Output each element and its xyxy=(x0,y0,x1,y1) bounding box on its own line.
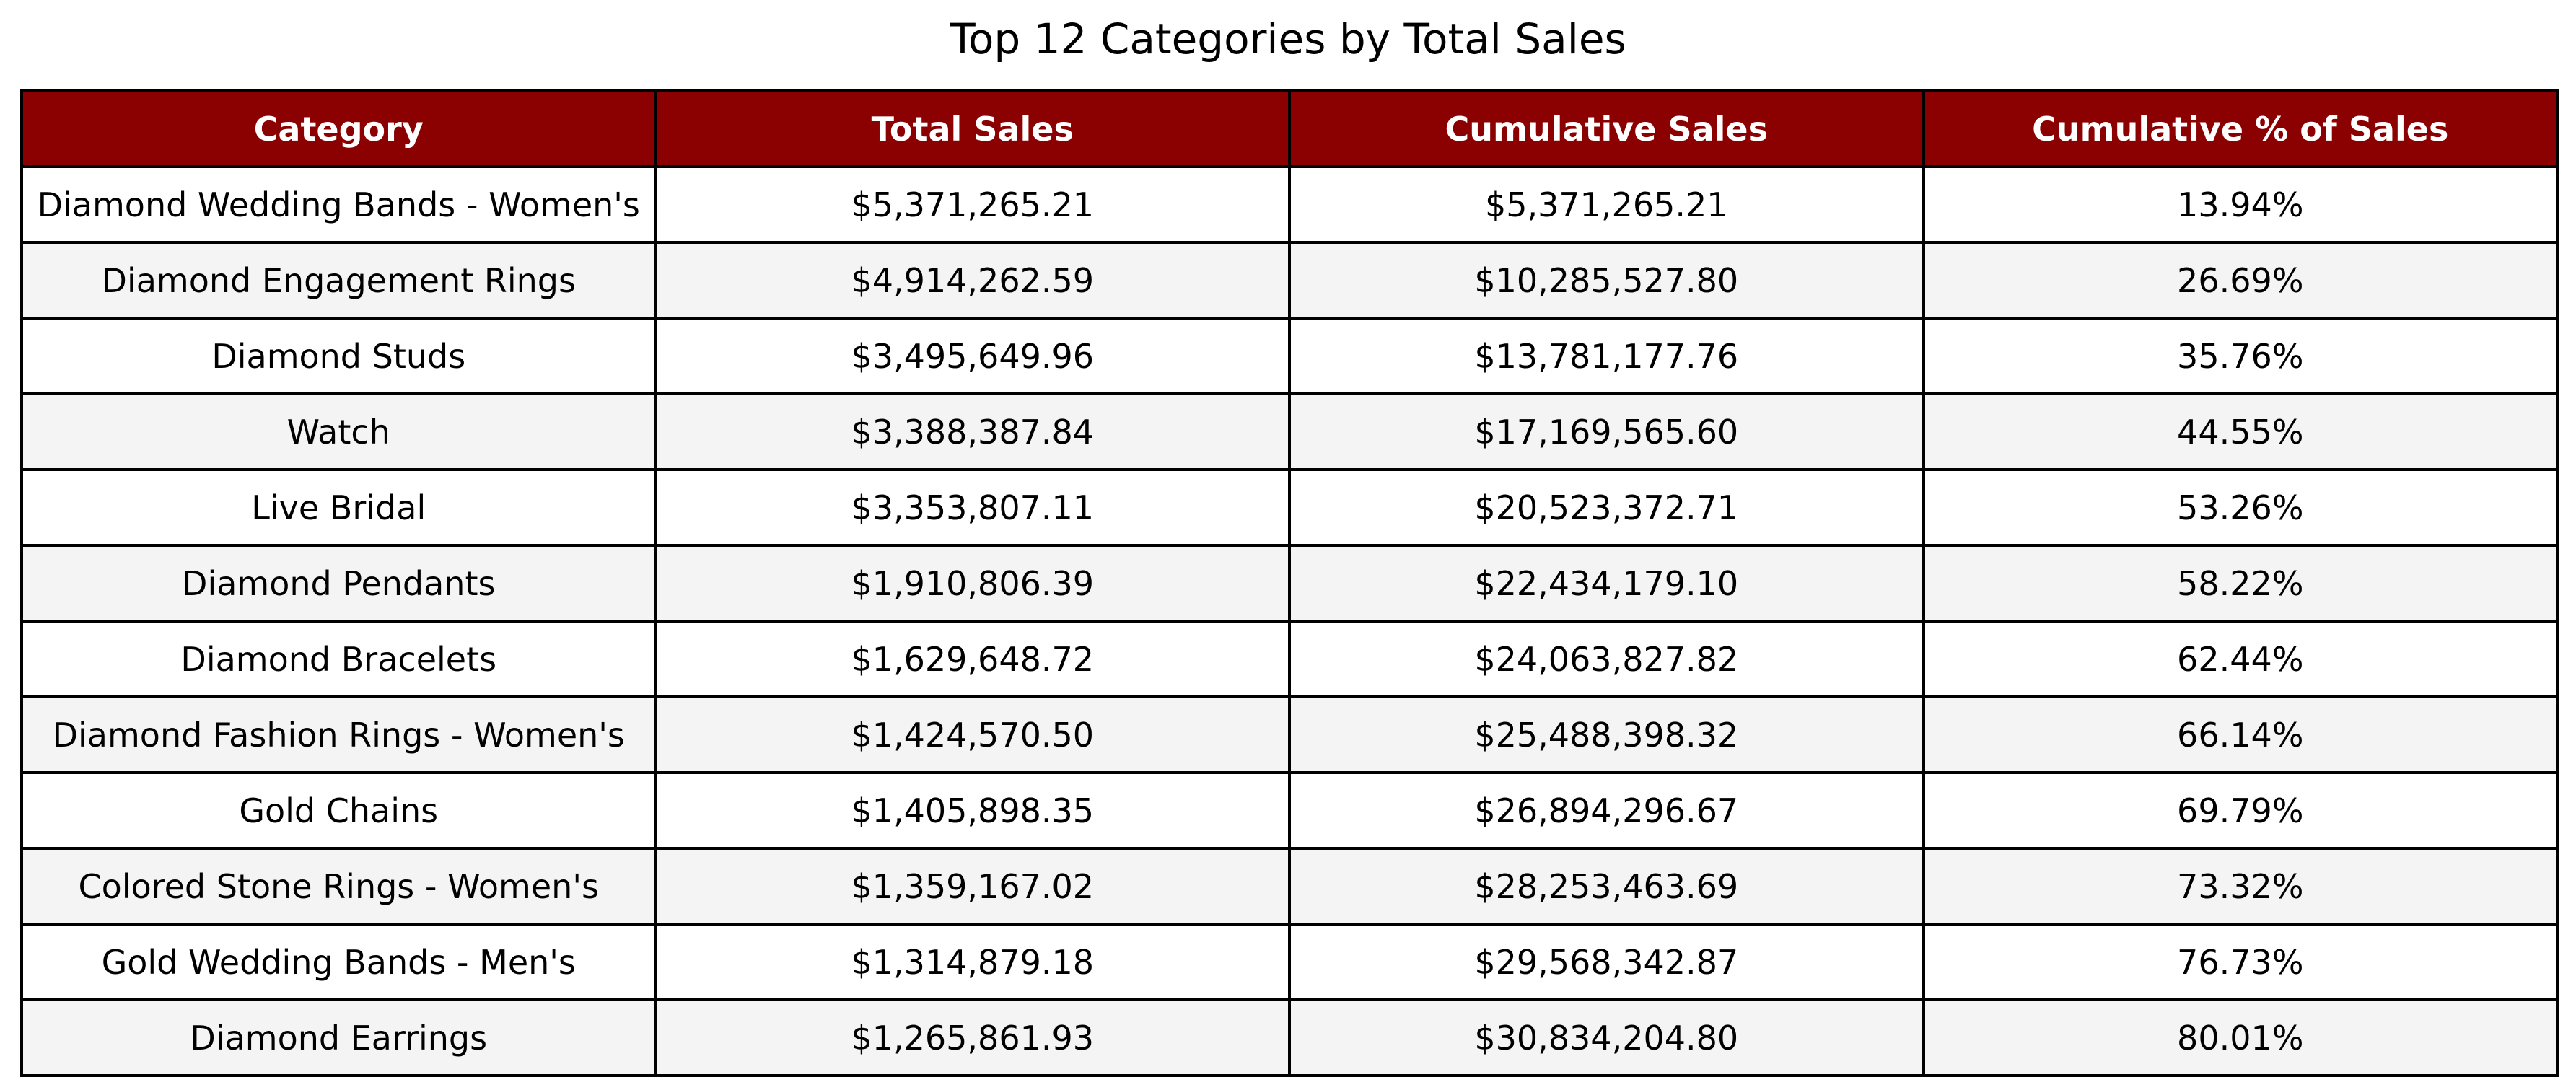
table-row: Diamond Pendants $1,910,806.39 $22,434,179… xyxy=(20,544,2559,623)
cumulative-percent-cell: 35.76% xyxy=(1922,317,2559,395)
table-row: Diamond Studs $3,495,649.96 $13,781,177.76… xyxy=(20,317,2559,395)
total-sales-cell: $1,265,861.93 xyxy=(654,998,1291,1077)
table-row: Gold Wedding Bands - Men's $1,314,879.18 $… xyxy=(20,923,2559,1001)
table-title: Top 12 Categories by Total Sales xyxy=(950,14,1626,63)
category-cell: Colored Stone Rings - Women's xyxy=(20,847,657,926)
table-row: Diamond Wedding Bands - Women's $5,371,26… xyxy=(20,165,2559,244)
table-row: Diamond Earrings $1,265,861.93 $30,834,204… xyxy=(20,998,2559,1077)
cumulative-sales-cell: $30,834,204.80 xyxy=(1288,998,1925,1077)
cumulative-percent-cell: 26.69% xyxy=(1922,241,2559,320)
category-cell: Diamond Wedding Bands - Women's xyxy=(20,165,657,244)
category-cell: Diamond Earrings xyxy=(20,998,657,1077)
cumulative-percent-cell: 66.14% xyxy=(1922,695,2559,774)
table-row: Diamond Bracelets $1,629,648.72 $24,063,82… xyxy=(20,620,2559,698)
total-sales-cell: $1,910,806.39 xyxy=(654,544,1291,623)
sales-table-container: Category Total Sales Cumulative Sales Cu… xyxy=(20,89,2559,1077)
cumulative-sales-cell: $24,063,827.82 xyxy=(1288,620,1925,698)
category-cell: Live Bridal xyxy=(20,468,657,547)
total-sales-cell: $3,388,387.84 xyxy=(654,392,1291,471)
table-row: Colored Stone Rings - Women's $1,359,167.… xyxy=(20,847,2559,926)
cumulative-percent-cell: 53.26% xyxy=(1922,468,2559,547)
table-header-row: Category Total Sales Cumulative Sales Cu… xyxy=(20,89,2559,168)
table-row: Live Bridal $3,353,807.11 $20,523,372.71 53… xyxy=(20,468,2559,547)
column-header-category: Category xyxy=(20,89,657,168)
table-body: Diamond Wedding Bands - Women's $5,371,26… xyxy=(20,165,2559,1077)
category-cell: Watch xyxy=(20,392,657,471)
cumulative-sales-cell: $29,568,342.87 xyxy=(1288,923,1925,1001)
cumulative-sales-cell: $13,781,177.76 xyxy=(1288,317,1925,395)
category-cell: Diamond Fashion Rings - Women's xyxy=(20,695,657,774)
cumulative-percent-cell: 13.94% xyxy=(1922,165,2559,244)
cumulative-sales-cell: $22,434,179.10 xyxy=(1288,544,1925,623)
column-header-cumulative-sales: Cumulative Sales xyxy=(1288,89,1925,168)
cumulative-sales-cell: $10,285,527.80 xyxy=(1288,241,1925,320)
table-row: Watch $3,388,387.84 $17,169,565.60 44.55% xyxy=(20,392,2559,471)
table-row: Diamond Fashion Rings - Women's $1,424,57… xyxy=(20,695,2559,774)
cumulative-sales-cell: $17,169,565.60 xyxy=(1288,392,1925,471)
cumulative-percent-cell: 73.32% xyxy=(1922,847,2559,926)
total-sales-cell: $4,914,262.59 xyxy=(654,241,1291,320)
total-sales-cell: $1,405,898.35 xyxy=(654,771,1291,850)
total-sales-cell: $1,629,648.72 xyxy=(654,620,1291,698)
category-cell: Diamond Bracelets xyxy=(20,620,657,698)
total-sales-cell: $5,371,265.21 xyxy=(654,165,1291,244)
total-sales-cell: $3,353,807.11 xyxy=(654,468,1291,547)
cumulative-sales-cell: $5,371,265.21 xyxy=(1288,165,1925,244)
total-sales-cell: $1,424,570.50 xyxy=(654,695,1291,774)
cumulative-sales-cell: $25,488,398.32 xyxy=(1288,695,1925,774)
table-row: Diamond Engagement Rings $4,914,262.59 $10… xyxy=(20,241,2559,320)
category-cell: Gold Chains xyxy=(20,771,657,850)
cumulative-percent-cell: 58.22% xyxy=(1922,544,2559,623)
table-row: Gold Chains $1,405,898.35 $26,894,296.67 69… xyxy=(20,771,2559,850)
sales-table: Category Total Sales Cumulative Sales Cu… xyxy=(20,89,2559,1077)
cumulative-sales-cell: $20,523,372.71 xyxy=(1288,468,1925,547)
total-sales-cell: $3,495,649.96 xyxy=(654,317,1291,395)
cumulative-percent-cell: 69.79% xyxy=(1922,771,2559,850)
category-cell: Gold Wedding Bands - Men's xyxy=(20,923,657,1001)
cumulative-percent-cell: 80.01% xyxy=(1922,998,2559,1077)
category-cell: Diamond Studs xyxy=(20,317,657,395)
total-sales-cell: $1,314,879.18 xyxy=(654,923,1291,1001)
cumulative-percent-cell: 44.55% xyxy=(1922,392,2559,471)
category-cell: Diamond Pendants xyxy=(20,544,657,623)
category-cell: Diamond Engagement Rings xyxy=(20,241,657,320)
cumulative-sales-cell: $26,894,296.67 xyxy=(1288,771,1925,850)
cumulative-sales-cell: $28,253,463.69 xyxy=(1288,847,1925,926)
column-header-cumulative-percent: Cumulative % of Sales xyxy=(1922,89,2559,168)
cumulative-percent-cell: 62.44% xyxy=(1922,620,2559,698)
cumulative-percent-cell: 76.73% xyxy=(1922,923,2559,1001)
total-sales-cell: $1,359,167.02 xyxy=(654,847,1291,926)
column-header-total-sales: Total Sales xyxy=(654,89,1291,168)
